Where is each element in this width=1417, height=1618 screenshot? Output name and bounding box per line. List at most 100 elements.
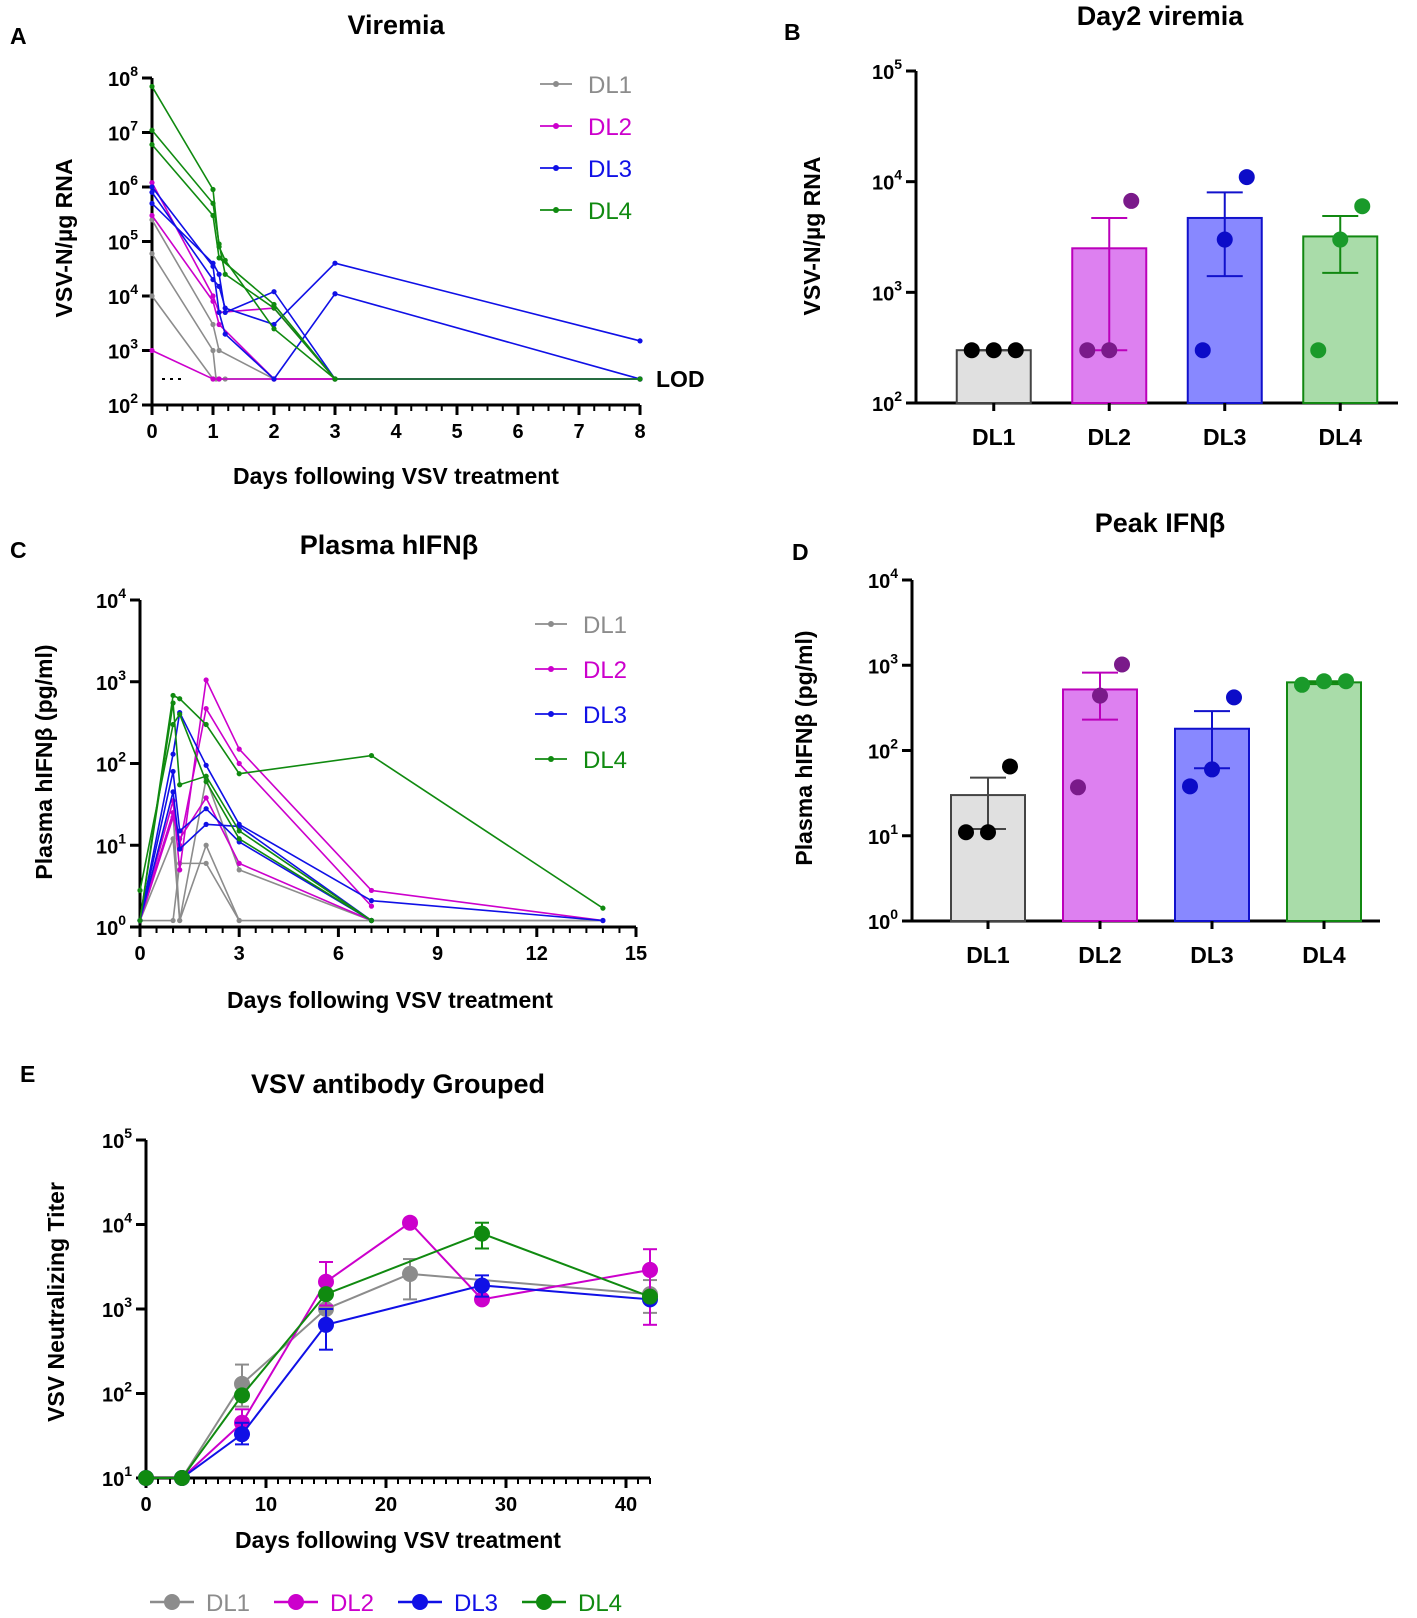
data-point-dl3: [234, 1426, 250, 1443]
y-tick-label-C: 100: [96, 912, 126, 941]
data-point-dl3: [368, 898, 375, 904]
data-point-dl4: [236, 828, 242, 834]
chart-title-c: Plasma hIFNβ: [300, 530, 479, 560]
data-point-dl2: [368, 903, 375, 909]
series-line-dl2: [139, 677, 604, 922]
y-tick-label-B: 103: [872, 277, 902, 306]
data-point-dl2: [642, 1261, 658, 1278]
data-point-dl4: [1310, 342, 1327, 359]
chart-title-b: Day2 viremia: [1077, 1, 1245, 31]
data-point-dl4: [236, 771, 242, 777]
data-point-dl2: [170, 810, 176, 816]
x-tick-label-B: DL4: [1319, 424, 1363, 450]
y-tick-label-D: 100: [868, 906, 898, 935]
lod-label: LOD: [656, 366, 705, 392]
series-line-dl3: [146, 1284, 651, 1479]
series-line-dl4: [139, 712, 372, 922]
data-point-dl4: [137, 887, 143, 894]
x-tick-label-A: 6: [512, 421, 523, 443]
x-tick-label-A: 4: [390, 421, 402, 443]
panel-label-e: E: [20, 1061, 35, 1087]
y-axis-label-d: Plasma hIFNβ (pg/ml): [791, 630, 817, 865]
data-point-dl4: [149, 141, 155, 148]
data-point-dl2: [216, 321, 222, 328]
series-line-dl1: [140, 862, 603, 922]
bar-dl4: [1286, 681, 1362, 922]
data-point-dl3: [149, 189, 155, 195]
legend-label-dl3: DL3: [583, 702, 627, 729]
legend-marker-dl3: [553, 165, 559, 171]
data-point-dl4: [210, 212, 216, 219]
x-tick-label-C: 0: [134, 943, 145, 965]
y-tick-label-D: 101: [868, 820, 898, 849]
panel-label-a: A: [10, 23, 27, 49]
y-tick-label-D: 103: [868, 650, 898, 679]
data-point-dl2: [149, 212, 155, 219]
data-point-dl3: [1216, 231, 1233, 248]
data-point-dl2: [1070, 779, 1086, 796]
data-point-dl1: [210, 321, 216, 328]
data-point-dl4: [170, 692, 176, 699]
series-line-dl3: [139, 791, 372, 922]
legend-label-dl2: DL2: [330, 1590, 374, 1617]
data-point-dl4: [210, 200, 216, 207]
x-tick-label-D: DL4: [1302, 942, 1346, 968]
data-point-dl3: [222, 331, 228, 337]
data-point-dl4: [368, 752, 375, 759]
x-tick-label-A: 8: [634, 421, 645, 443]
x-tick-label-A: 1: [207, 421, 218, 443]
x-tick-label-A: 2: [268, 421, 279, 443]
data-point-dl4: [332, 376, 338, 382]
legend-marker-dl1: [164, 1594, 180, 1610]
chart-title-d: Peak IFNβ: [1095, 508, 1226, 538]
data-point-dl1: [402, 1265, 418, 1282]
data-point-dl2: [474, 1291, 490, 1308]
data-point-dl3: [170, 768, 176, 775]
data-point-dl4: [177, 782, 183, 788]
x-tick-label-B: DL2: [1088, 424, 1131, 450]
panel-label-d: D: [792, 539, 809, 565]
chart-title-a: Viremia: [347, 10, 445, 40]
x-tick-label-B: DL1: [972, 424, 1016, 450]
data-point-dl2: [149, 347, 155, 354]
data-point-dl4: [1338, 673, 1354, 690]
x-tick-label-C: 15: [625, 943, 647, 965]
data-point-dl4: [170, 700, 176, 706]
legend-label-dl2: DL2: [583, 657, 627, 684]
x-tick-label-C: 9: [432, 943, 443, 965]
series-line-dl2: [151, 349, 640, 380]
x-tick-label-A: 7: [573, 421, 584, 443]
data-point-dl2: [1123, 192, 1140, 209]
data-point-dl3: [216, 309, 222, 316]
y-tick-label-A: 107: [108, 117, 138, 146]
data-point-dl2: [318, 1273, 334, 1290]
x-tick-label-E: 20: [375, 1494, 397, 1516]
data-point-dl4: [1294, 676, 1310, 693]
legend-marker-dl2: [288, 1594, 304, 1610]
data-point-dl1: [149, 293, 155, 299]
legend-marker-dl4: [553, 207, 559, 213]
legend-marker-dl1: [548, 621, 554, 627]
series-line-dl3: [139, 771, 372, 922]
x-tick-label-E: 0: [140, 1494, 151, 1516]
data-point-dl2: [203, 705, 209, 712]
data-point-dl4: [600, 905, 606, 911]
data-point-dl3: [318, 1316, 334, 1333]
data-point-dl2: [368, 887, 375, 894]
x-tick-label-B: DL3: [1203, 424, 1246, 450]
x-tick-label-C: 6: [333, 943, 344, 965]
data-point-dl1: [963, 342, 980, 359]
legend-marker-dl2: [548, 666, 554, 672]
data-point-dl3: [216, 271, 222, 277]
x-tick-label-C: 12: [526, 943, 548, 965]
data-point-dl2: [210, 293, 216, 299]
x-axis-label-e: Days following VSV treatment: [235, 1527, 561, 1553]
data-point-dl2: [236, 746, 242, 752]
series-line-dl2: [146, 1221, 651, 1479]
series-line-dl3: [151, 191, 641, 342]
data-point-dl4: [149, 127, 155, 133]
data-point-dl1: [210, 347, 216, 354]
data-point-dl1: [234, 1375, 250, 1392]
data-point-dl3: [1194, 342, 1211, 359]
